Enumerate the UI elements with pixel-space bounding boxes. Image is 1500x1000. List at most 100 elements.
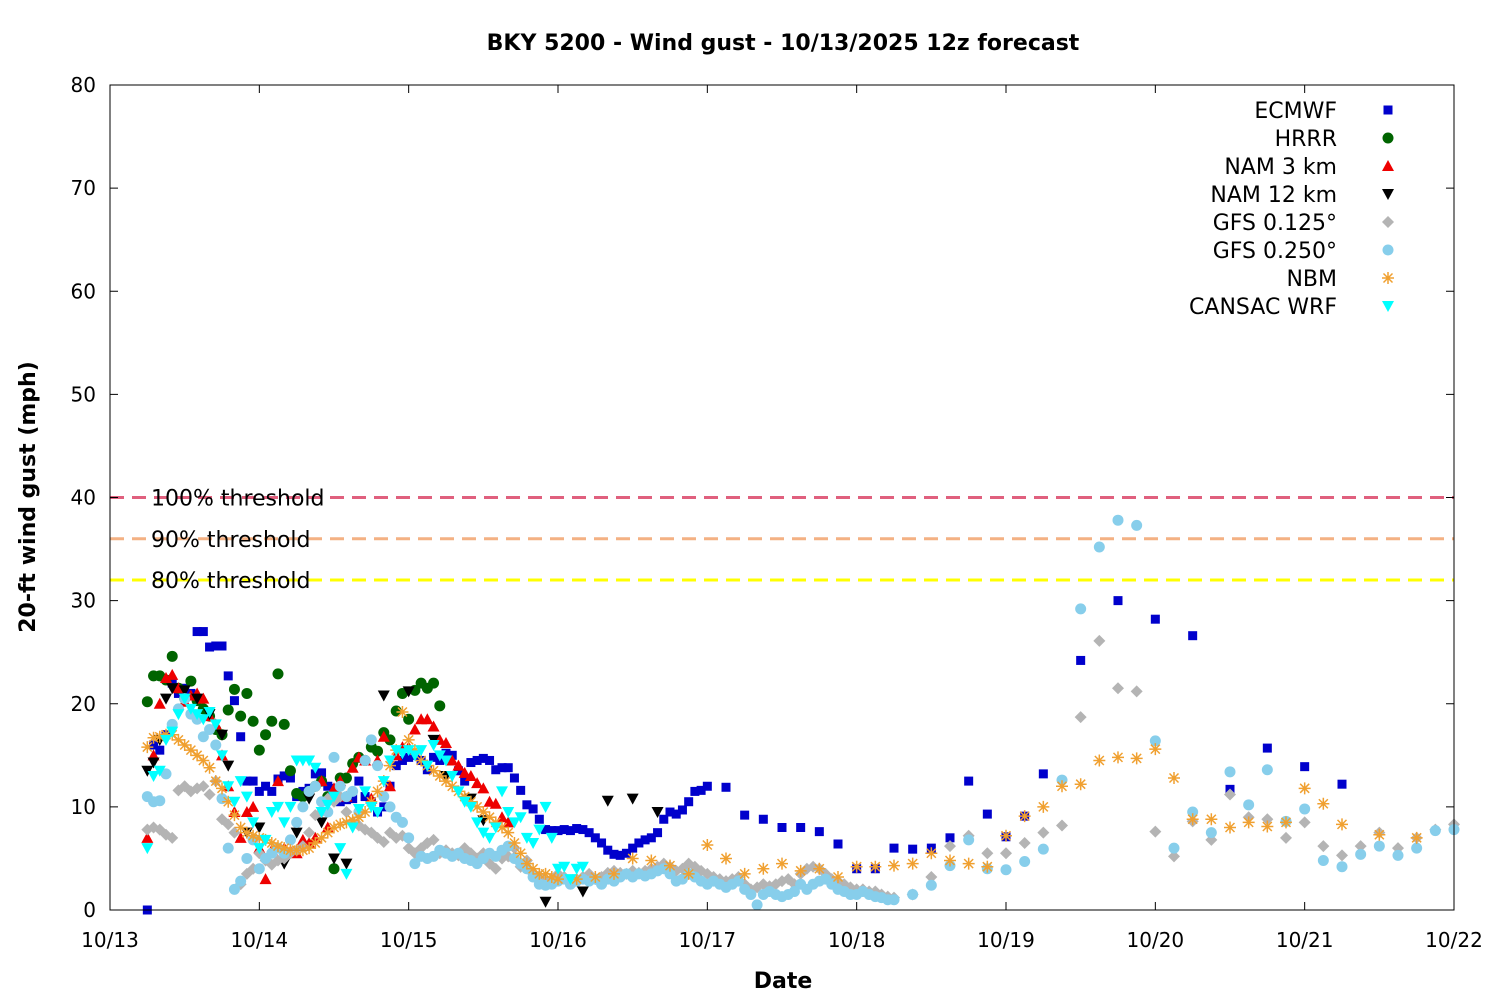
- gfs-0-250-point: [1093, 541, 1105, 553]
- gfs-0-125-point: [1000, 847, 1012, 860]
- nbm-point: [278, 842, 291, 855]
- ecmwf-point: [441, 748, 451, 758]
- legend-marker: [1382, 244, 1394, 256]
- gfs-0-250-point: [228, 883, 240, 895]
- nam-12-km-point: [576, 886, 589, 898]
- y-tick-label: 20: [71, 692, 96, 716]
- nbm-point: [290, 844, 303, 857]
- ecmwf-point: [485, 755, 495, 765]
- nbm-point: [664, 859, 676, 872]
- gfs-0-250-point: [745, 889, 757, 901]
- ecmwf-point: [796, 823, 806, 832]
- nbm-point: [514, 847, 527, 860]
- nbm-point: [352, 811, 365, 824]
- ecmwf-point: [814, 827, 824, 837]
- nam-12-km-point: [328, 853, 340, 865]
- nam-3-km-point: [247, 800, 260, 812]
- nbm-point: [925, 847, 938, 860]
- ecmwf-point: [248, 776, 258, 786]
- nbm-point: [477, 806, 490, 819]
- gfs-0-250-point: [235, 875, 247, 887]
- gfs-0-125-point: [1018, 836, 1031, 849]
- cansac-wrf-point: [321, 799, 334, 811]
- hrrr-point: [428, 677, 440, 689]
- ecmwf-point: [466, 758, 476, 768]
- gfs-0-250-point: [365, 734, 377, 746]
- nam-12-km-point: [651, 807, 664, 819]
- cansac-wrf-point: [172, 709, 185, 721]
- nam-12-km-point: [178, 685, 191, 697]
- cansac-wrf-point: [278, 817, 291, 829]
- cansac-wrf-point: [184, 703, 197, 715]
- gfs-0-250-point: [1019, 856, 1031, 868]
- ecmwf-point: [509, 773, 519, 783]
- cansac-wrf-point: [558, 861, 571, 873]
- gfs-0-125-point: [1224, 788, 1236, 801]
- legend-label: GFS 0.250°: [1213, 239, 1337, 264]
- gfs-0-250-point: [1392, 849, 1404, 861]
- gfs-0-250-point: [925, 879, 937, 891]
- ecmwf-point: [379, 802, 389, 812]
- gfs-0-250-point: [241, 852, 253, 864]
- nbm-point: [303, 842, 316, 855]
- ecmwf-point: [478, 753, 488, 763]
- nbm-point: [315, 831, 328, 844]
- nbm-point: [533, 867, 546, 880]
- nbm-point: [1242, 816, 1255, 829]
- gfs-0-125-point: [222, 818, 235, 831]
- nbm-point: [284, 844, 297, 857]
- nbm-point: [1000, 829, 1012, 842]
- nbm-point: [776, 857, 788, 870]
- gfs-0-125-point: [944, 840, 956, 853]
- cansac-wrf-point: [197, 714, 210, 726]
- gfs-0-125-point: [166, 831, 179, 844]
- cansac-wrf-point: [520, 832, 533, 844]
- legend-marker: [1382, 272, 1394, 284]
- gfs-0-250-point: [409, 858, 421, 870]
- cansac-wrf-point: [259, 834, 272, 846]
- ecmwf-point: [155, 745, 165, 755]
- ecmwf-point: [621, 848, 631, 858]
- nbm-point: [184, 744, 197, 757]
- cansac-wrf-point: [309, 762, 322, 774]
- cansac-wrf-point: [402, 745, 415, 757]
- gfs-0-250-point: [1317, 855, 1329, 866]
- ecmwf-point: [279, 771, 289, 781]
- nbm-point: [334, 818, 347, 831]
- threshold-lines: 100% threshold 90% threshold 80% threshold: [110, 487, 1454, 594]
- legend-marker: [1382, 132, 1394, 144]
- hrrr-point: [247, 715, 259, 727]
- gfs-0-125-point: [1112, 682, 1124, 695]
- ecmwf-point: [1262, 743, 1272, 753]
- nam-12-km-point: [290, 827, 303, 839]
- nbm-point: [371, 785, 384, 798]
- ecmwf-point: [547, 826, 557, 836]
- nbm-point: [433, 769, 446, 782]
- ecmwf-point: [149, 740, 159, 750]
- ecmwf-point: [609, 849, 619, 859]
- x-tick-label: 10/16: [529, 928, 587, 952]
- nam-12-km-point: [340, 858, 353, 870]
- nbm-point: [458, 790, 471, 803]
- gfs-0-125-point: [1149, 825, 1162, 838]
- ecmwf-point: [677, 805, 687, 815]
- gfs-0-250-point: [372, 760, 384, 772]
- gfs-0-125-point: [1261, 813, 1274, 826]
- nbm-point: [234, 821, 247, 834]
- nbm-point: [720, 852, 732, 865]
- nbm-point: [296, 844, 309, 857]
- ecmwf-point: [354, 776, 364, 786]
- nbm-point: [1149, 743, 1162, 756]
- nbm-point: [427, 764, 440, 777]
- gfs-0-250-point: [1411, 842, 1423, 854]
- hrrr-point: [272, 668, 284, 680]
- nam-3-km-point: [234, 831, 247, 843]
- nbm-point: [608, 867, 620, 880]
- nbm-point: [682, 867, 695, 880]
- gfs-0-250-point: [154, 795, 166, 807]
- cansac-wrf-point: [234, 776, 247, 788]
- nbm-point: [328, 821, 340, 834]
- hrrr-point: [328, 863, 340, 875]
- nbm-point: [1298, 782, 1311, 795]
- cansac-wrf-point: [303, 755, 316, 767]
